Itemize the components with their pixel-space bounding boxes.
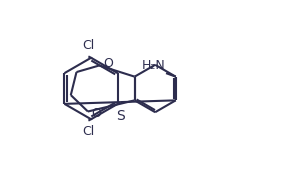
Text: Cl: Cl	[82, 39, 95, 53]
Text: S: S	[116, 110, 124, 124]
Text: Cl: Cl	[82, 124, 95, 138]
Text: O: O	[92, 107, 102, 120]
Text: O: O	[103, 57, 113, 70]
Text: H₂N: H₂N	[141, 59, 165, 72]
